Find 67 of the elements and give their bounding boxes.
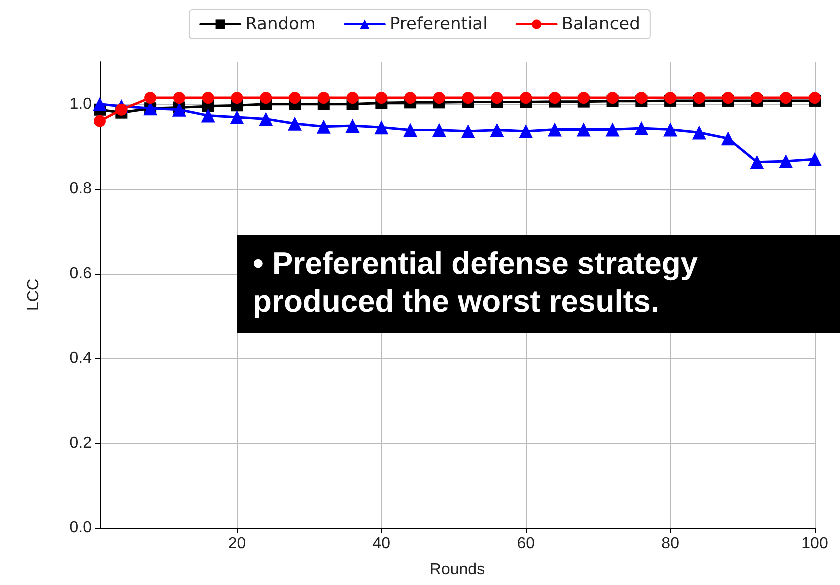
x-tick-label: 60 (517, 536, 536, 552)
legend-label: Preferential (390, 14, 488, 34)
point (520, 92, 532, 104)
point (374, 120, 389, 135)
point (230, 110, 244, 124)
legend-label: Balanced (562, 14, 640, 34)
point (634, 122, 649, 136)
point (433, 92, 446, 104)
point (461, 124, 476, 138)
point (172, 102, 186, 117)
point (808, 152, 822, 166)
y-tick-label: 0.0 (70, 520, 92, 536)
point (692, 126, 706, 140)
point (116, 104, 128, 116)
point (231, 92, 244, 104)
point (549, 92, 561, 104)
point (548, 122, 562, 137)
point (490, 123, 504, 138)
point (606, 122, 620, 137)
y-tick-label: 0.8 (70, 180, 92, 198)
y-tick-label: 1.0 (70, 96, 92, 113)
point (346, 118, 360, 133)
legend-label: Random (246, 14, 316, 34)
point (259, 112, 274, 126)
point (93, 97, 107, 112)
text-box: • Preferential defense strategy produced the worst results. (237, 235, 840, 333)
point (432, 123, 446, 138)
point (606, 92, 619, 104)
point (491, 92, 504, 104)
point (779, 154, 794, 169)
point (751, 92, 764, 104)
point (462, 92, 474, 104)
point (201, 108, 216, 123)
x-tick-label: 40 (372, 536, 391, 552)
y-axis-title: LCC (26, 278, 42, 312)
point (693, 92, 706, 104)
point (578, 92, 590, 104)
point (722, 92, 734, 104)
point (346, 92, 359, 104)
point (519, 124, 534, 138)
point (664, 122, 678, 137)
point (404, 123, 418, 138)
point (404, 92, 417, 104)
y-tick-label: 0.6 (70, 265, 92, 282)
point (636, 92, 648, 104)
point (173, 92, 186, 104)
point (664, 92, 677, 104)
point (316, 120, 331, 134)
point (318, 92, 330, 104)
point (288, 116, 302, 131)
y-tick-label: 0.2 (70, 434, 92, 452)
point (721, 132, 736, 146)
point (289, 92, 301, 104)
x-axis-title: Rounds (430, 562, 486, 578)
x-tick-label: 80 (662, 536, 680, 552)
point (376, 92, 388, 104)
point (202, 92, 214, 104)
point (809, 92, 821, 104)
point (260, 92, 272, 104)
point (144, 92, 157, 104)
point (94, 115, 106, 128)
point (750, 155, 764, 170)
point (576, 122, 591, 137)
x-tick-label: 20 (228, 536, 246, 552)
x-tick-label: 100 (802, 536, 828, 552)
y-tick-label: 0.4 (70, 350, 92, 368)
point (780, 92, 792, 104)
